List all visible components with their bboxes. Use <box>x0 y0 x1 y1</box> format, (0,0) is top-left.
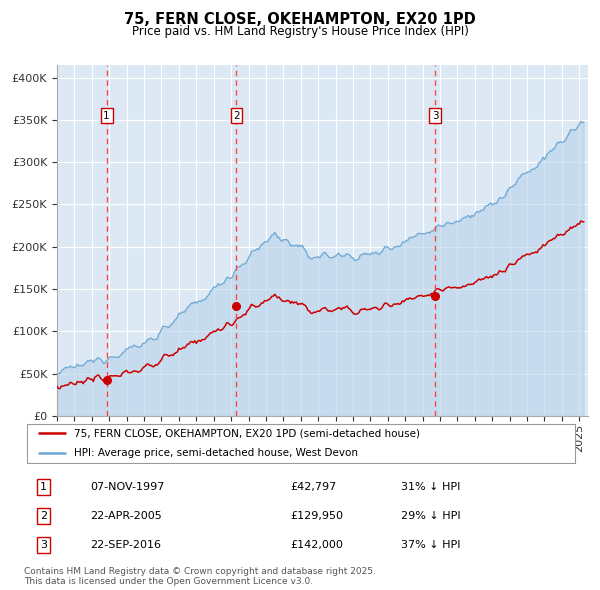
Text: 07-NOV-1997: 07-NOV-1997 <box>91 482 165 491</box>
Text: Price paid vs. HM Land Registry's House Price Index (HPI): Price paid vs. HM Land Registry's House … <box>131 25 469 38</box>
Text: £129,950: £129,950 <box>290 511 343 521</box>
Text: 31% ↓ HPI: 31% ↓ HPI <box>401 482 461 491</box>
Text: Contains HM Land Registry data © Crown copyright and database right 2025.
This d: Contains HM Land Registry data © Crown c… <box>24 567 376 586</box>
Text: 2: 2 <box>40 511 47 521</box>
Text: 22-APR-2005: 22-APR-2005 <box>91 511 163 521</box>
Text: HPI: Average price, semi-detached house, West Devon: HPI: Average price, semi-detached house,… <box>74 448 358 458</box>
Text: 22-SEP-2016: 22-SEP-2016 <box>91 540 161 550</box>
Text: 29% ↓ HPI: 29% ↓ HPI <box>401 511 461 521</box>
Text: 3: 3 <box>432 111 439 121</box>
Text: 1: 1 <box>40 482 47 491</box>
FancyBboxPatch shape <box>27 424 575 463</box>
Text: 75, FERN CLOSE, OKEHAMPTON, EX20 1PD: 75, FERN CLOSE, OKEHAMPTON, EX20 1PD <box>124 12 476 27</box>
Text: 2: 2 <box>233 111 240 121</box>
Text: 1: 1 <box>103 111 110 121</box>
Text: £42,797: £42,797 <box>290 482 337 491</box>
Text: 37% ↓ HPI: 37% ↓ HPI <box>401 540 461 550</box>
Text: 75, FERN CLOSE, OKEHAMPTON, EX20 1PD (semi-detached house): 75, FERN CLOSE, OKEHAMPTON, EX20 1PD (se… <box>74 428 420 438</box>
Text: 3: 3 <box>40 540 47 550</box>
Text: £142,000: £142,000 <box>290 540 343 550</box>
